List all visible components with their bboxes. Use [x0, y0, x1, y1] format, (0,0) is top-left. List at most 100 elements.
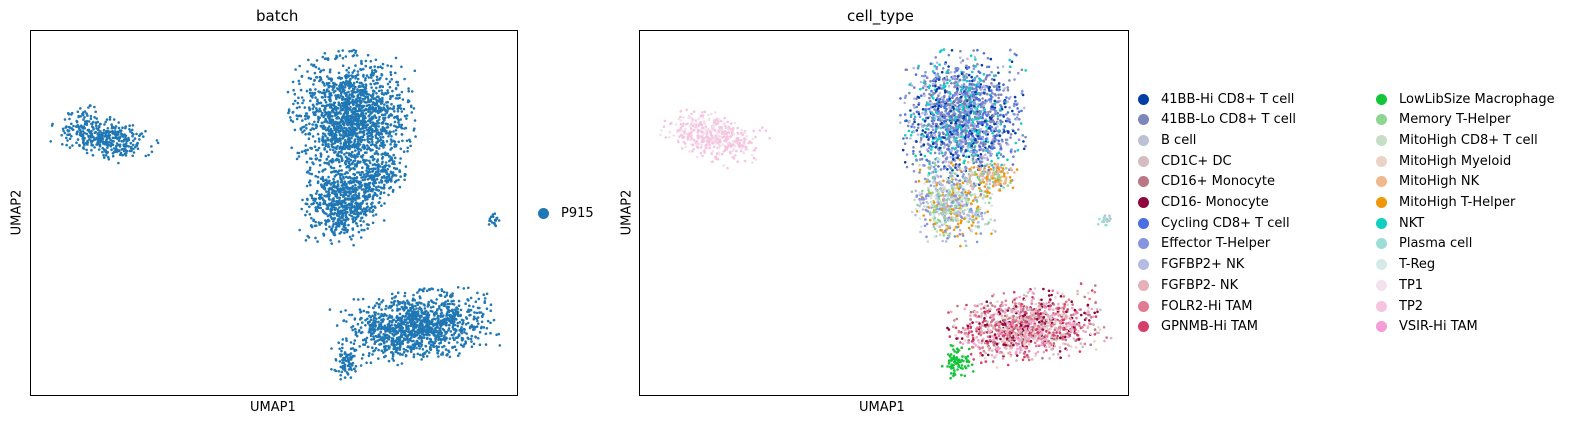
scatter-point: [442, 290, 446, 294]
scatter-point: [406, 150, 409, 153]
scatter-point: [342, 366, 346, 370]
scatter-point: [472, 317, 476, 321]
scatter-point: [383, 202, 386, 205]
scatter-point: [311, 96, 314, 99]
scatter-point: [339, 355, 342, 358]
scatter-point: [348, 93, 352, 96]
legend-item-cell-type-7: Effector T-Helper: [1138, 234, 1270, 254]
scatter-point: [338, 360, 342, 363]
scatter-point: [334, 106, 338, 109]
scatter-point: [364, 112, 368, 115]
scatter-point: [356, 224, 359, 228]
scatter-point: [364, 77, 367, 80]
scatter-point: [396, 325, 400, 329]
scatter-point: [908, 91, 911, 95]
scatter-point: [304, 133, 307, 136]
scatter-point: [359, 113, 363, 116]
legend-marker: [1376, 279, 1387, 291]
scatter-point: [318, 201, 322, 205]
scatter-point: [371, 170, 374, 173]
scatter-point: [338, 160, 341, 164]
scatter-point: [314, 113, 317, 117]
scatter-point: [482, 312, 485, 316]
scatter-point: [430, 287, 434, 290]
scatter-point: [308, 88, 312, 91]
scatter-point: [372, 107, 376, 111]
scatter-point: [375, 301, 379, 305]
scatter-point: [312, 199, 315, 202]
scatter-point: [349, 347, 353, 351]
scatter-point: [356, 77, 360, 81]
scatter-point: [124, 142, 128, 145]
scatter-point: [327, 155, 330, 158]
scatter-point: [457, 299, 461, 303]
scatter-point: [335, 158, 338, 162]
scatter-point: [367, 108, 371, 112]
scatter-point: [359, 326, 363, 329]
scatter-point: [117, 126, 121, 130]
scatter-point: [396, 83, 400, 87]
scatter-point: [362, 160, 366, 164]
scatter-point: [317, 146, 321, 150]
legend-item-cell-type-12: LowLibSize Macrophage: [1376, 89, 1555, 109]
scatter-point: [342, 102, 346, 106]
scatter-point: [449, 330, 453, 333]
scatter-point: [311, 91, 314, 95]
scatter-point: [389, 329, 393, 333]
scatter-point: [367, 140, 371, 144]
scatter-point: [477, 297, 481, 301]
scatter-point: [341, 343, 344, 346]
legend-marker: [1138, 93, 1149, 105]
scatter-point: [295, 106, 299, 110]
scatter-point: [335, 200, 339, 203]
scatter-point: [350, 214, 354, 218]
legend-label: VSIR-Hi TAM: [1399, 319, 1478, 335]
scatter-point: [447, 341, 451, 345]
scatter-point: [321, 111, 324, 115]
scatter-point: [360, 155, 364, 158]
scatter-point: [403, 291, 407, 295]
legend-marker: [1138, 155, 1149, 167]
scatter-point: [419, 342, 422, 345]
scatter-point: [360, 171, 364, 174]
scatter-point: [356, 322, 360, 326]
scatter-point: [399, 147, 403, 151]
legend-label: TP1: [1399, 277, 1424, 293]
scatter-point: [304, 239, 308, 242]
scatter-point: [962, 154, 965, 157]
scatter-point: [67, 129, 71, 132]
scatter-point: [339, 112, 342, 115]
scatter-point: [410, 336, 413, 339]
scatter-point: [364, 213, 368, 217]
points-cell-type: [659, 48, 1113, 380]
scatter-point: [348, 182, 351, 185]
scatter-point: [428, 340, 431, 344]
scatter-point: [318, 223, 322, 226]
scatter-point: [390, 324, 394, 327]
scatter-point: [131, 154, 134, 158]
scatter-point: [387, 306, 390, 310]
scatter-point: [338, 211, 341, 215]
scatter-point: [95, 124, 98, 128]
scatter-point: [344, 214, 348, 218]
scatter-point: [370, 86, 373, 89]
scatter-point: [440, 334, 443, 338]
scatter-point: [354, 108, 357, 112]
scatter-point: [352, 243, 355, 247]
scatter-point: [338, 232, 342, 235]
scatter-point: [374, 192, 377, 196]
scatter-point: [445, 314, 448, 317]
scatter-point: [911, 162, 915, 166]
scatter-point: [327, 145, 330, 149]
scatter-point: [348, 313, 351, 317]
scatter-point: [298, 64, 302, 68]
scatter-point: [909, 137, 912, 140]
legend-item-cell-type-15: MitoHigh Myeloid: [1376, 151, 1511, 171]
scatter-point: [371, 197, 375, 200]
scatter-point: [379, 135, 382, 139]
scatter-point: [376, 121, 380, 125]
legend-label: CD1C+ DC: [1161, 153, 1232, 169]
scatter-point: [108, 118, 112, 121]
scatter-point: [404, 301, 407, 305]
scatter-point: [303, 106, 307, 109]
